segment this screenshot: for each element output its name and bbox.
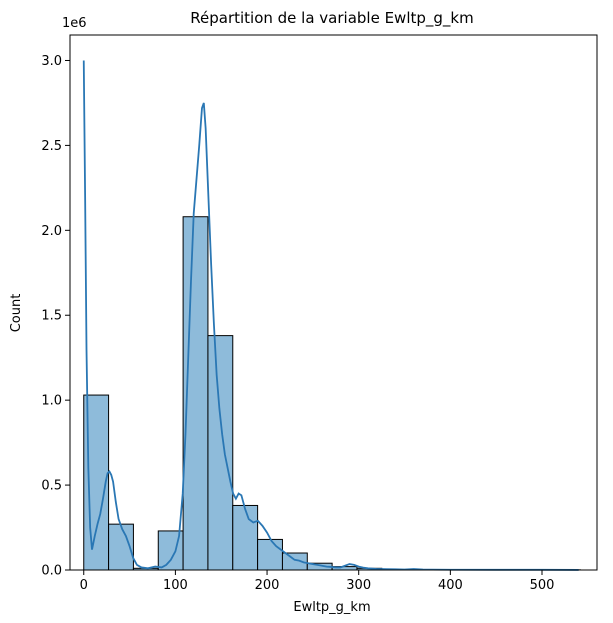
histogram-bar (207, 335, 234, 571)
plot-frame (69, 34, 598, 571)
y-tick-label: 0.0 (41, 564, 62, 579)
y-offset-label: 1e6 (62, 16, 87, 31)
kde-curve-group (82, 60, 579, 571)
y-tick-label: 1.0 (41, 394, 62, 409)
histogram-bar (232, 504, 259, 571)
x-axis-label: Ewltp_g_km (293, 600, 370, 615)
x-tick-label: 300 (346, 578, 371, 593)
y-tick-label: 3.0 (41, 54, 62, 69)
x-tick-label: 500 (530, 578, 555, 593)
chart-title: Répartition de la variable Ewltp_g_km (190, 9, 473, 28)
x-tick-label: 200 (255, 578, 280, 593)
x-tick-label: 400 (438, 578, 463, 593)
x-tick-label: 100 (163, 578, 188, 593)
kde-line (82, 60, 579, 571)
x-tick-label: 0 (80, 578, 88, 593)
y-tick-label: 0.5 (41, 479, 62, 494)
y-axis-label: Count (9, 294, 24, 333)
y-tick-label: 2.0 (41, 224, 62, 239)
x-axis-ticks: 0 100 200 300 400 500 (80, 570, 555, 593)
histogram-bar (257, 538, 283, 571)
y-tick-label: 1.5 (41, 309, 62, 324)
y-tick-label: 2.5 (41, 139, 62, 154)
y-axis-ticks: 0.0 0.5 1.0 1.5 2.0 2.5 3.0 (41, 54, 70, 579)
histogram-bars (83, 216, 582, 571)
